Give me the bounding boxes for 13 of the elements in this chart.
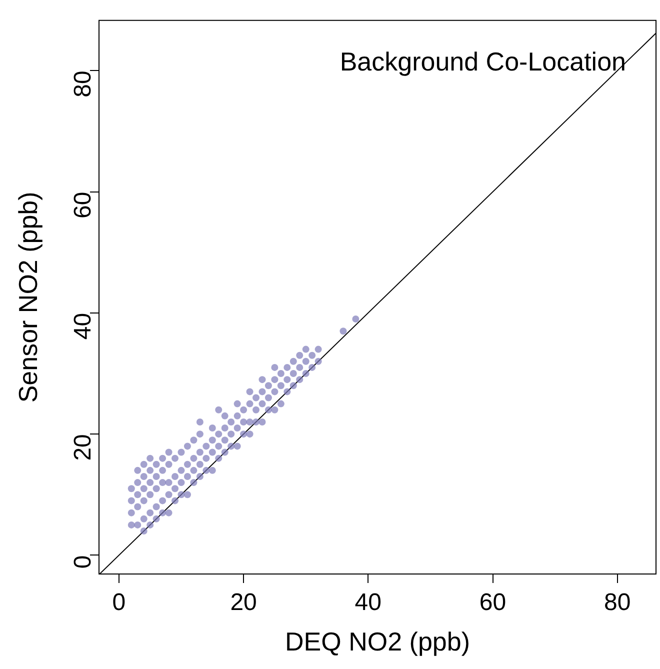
x-tick-label: 60 xyxy=(479,589,506,616)
y-tick-label: 40 xyxy=(70,312,97,340)
x-tick-label: 40 xyxy=(354,589,382,616)
x-axis-title: DEQ NO2 (ppb) xyxy=(285,626,470,657)
y-tick-label: 20 xyxy=(70,434,97,461)
x-tick-label: 0 xyxy=(112,589,126,616)
y-tick-label: 0 xyxy=(70,555,97,569)
y-tick-label: 80 xyxy=(70,70,97,98)
y-axis-title: Sensor NO2 (ppb) xyxy=(12,192,43,403)
y-tick-label: 60 xyxy=(70,192,97,219)
annotation: Background Co-Location xyxy=(340,46,626,77)
x-tick-label: 20 xyxy=(230,589,257,616)
x-tick-label: 80 xyxy=(604,589,631,616)
